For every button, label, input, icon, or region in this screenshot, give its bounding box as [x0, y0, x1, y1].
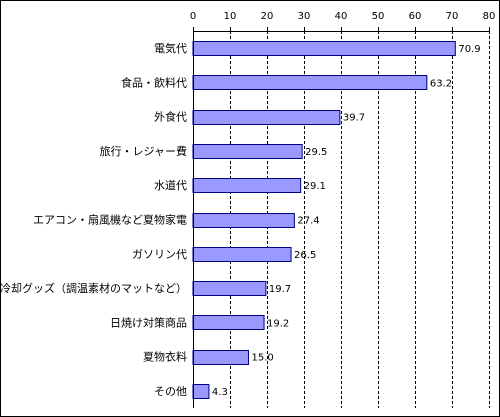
bar-7 — [192, 281, 267, 296]
bar-2 — [192, 110, 341, 125]
category-label: 食品・飲料代 — [121, 75, 187, 89]
bar-3 — [192, 144, 303, 159]
x-tick-label: 80 — [483, 11, 496, 22]
value-label: 4.3 — [212, 387, 228, 398]
x-tick-label: 0 — [190, 11, 196, 22]
category-label: 電気代 — [154, 41, 187, 55]
category-label: 水道代 — [154, 178, 187, 192]
value-label: 39.7 — [343, 113, 365, 124]
bars — [192, 41, 456, 399]
category-label: 外食代 — [154, 110, 187, 124]
category-label: その他 — [154, 385, 187, 398]
category-label: ガソリン代 — [132, 248, 187, 261]
category-labels: 電気代食品・飲料代外食代旅行・レジャー費水道代エアコン・扇風機など夏物家電ガソリ… — [1, 41, 187, 398]
bar-5 — [192, 213, 295, 228]
category-label: 夏物衣料 — [143, 350, 187, 364]
value-label: 29.1 — [304, 181, 326, 192]
bar-6 — [192, 247, 292, 262]
bar-8 — [192, 315, 265, 330]
bar-1 — [192, 75, 428, 90]
x-tick-labels: 0 10 20 30 40 50 60 70 80 — [190, 11, 496, 22]
value-label: 27.4 — [297, 216, 319, 227]
bar-10 — [192, 384, 210, 399]
axes — [193, 27, 490, 408]
x-tick-label: 50 — [372, 11, 385, 22]
value-label: 29.5 — [305, 147, 327, 158]
category-label: 旅行・レジャー費 — [100, 144, 187, 158]
value-label: 63.2 — [430, 78, 452, 89]
bar-4 — [192, 178, 302, 193]
value-label: 15.0 — [252, 353, 274, 364]
value-label: 26.5 — [294, 250, 316, 261]
value-label: 70.9 — [458, 44, 480, 55]
category-label: 日焼け対策商品 — [110, 315, 187, 329]
x-tick-label: 20 — [261, 11, 274, 22]
x-tick-label: 40 — [335, 11, 348, 22]
x-tick-label: 30 — [298, 11, 311, 22]
x-tick-label: 60 — [409, 11, 422, 22]
category-label: エアコン・扇風機など夏物家電 — [33, 213, 187, 227]
bar-9 — [192, 350, 249, 365]
x-tick-label: 10 — [224, 11, 237, 22]
bar-0 — [192, 41, 456, 56]
category-label: 冷却グッズ（調温素材のマットなど） — [1, 281, 187, 295]
value-label: 19.2 — [267, 318, 289, 329]
x-tick-label: 70 — [446, 11, 459, 22]
value-labels: 70.9 63.2 39.7 29.5 29.1 27.4 26.5 19.7 19.2 15.0… — [212, 44, 481, 398]
value-label: 19.7 — [269, 284, 291, 295]
grid-lines — [230, 31, 490, 408]
